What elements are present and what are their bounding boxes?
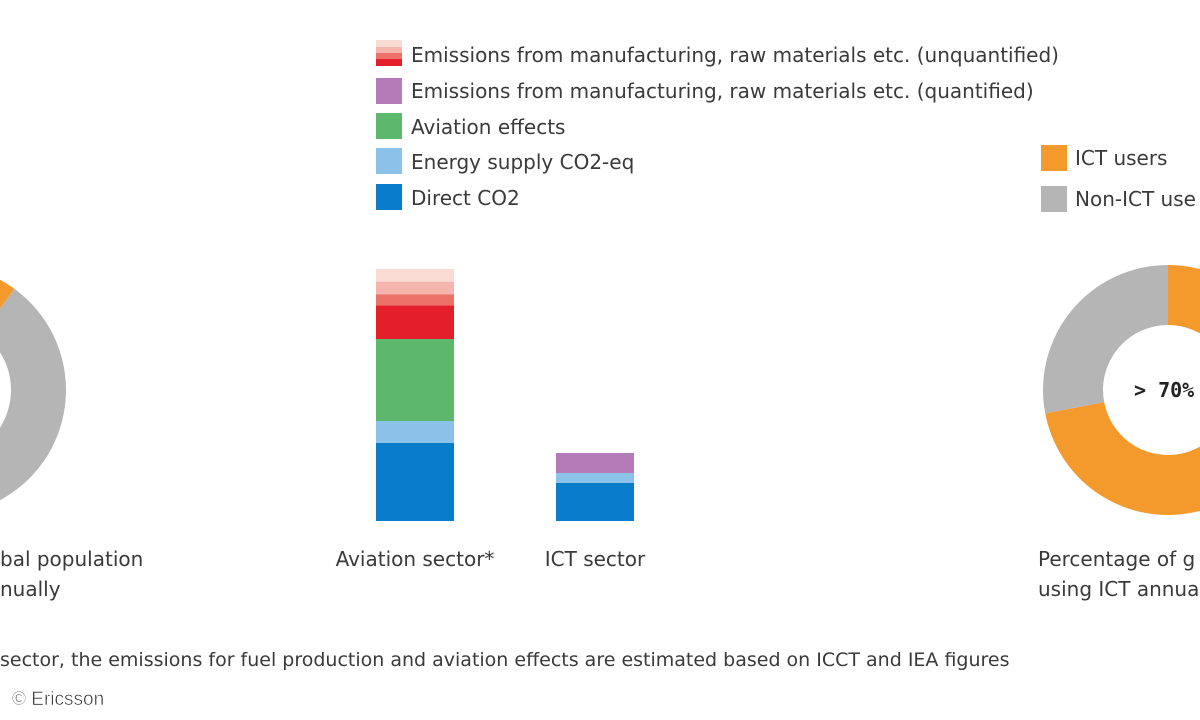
bar-segment <box>556 453 634 473</box>
bar-segment <box>556 473 634 483</box>
legend-item-energy-supply: Energy supply CO2-eq <box>376 148 634 174</box>
right-caption-line-1: Percentage of g <box>1038 547 1195 571</box>
bar-segment <box>376 294 454 306</box>
legend-swatch-energy-supply <box>376 148 402 174</box>
donut-center-label: > 70% <box>1134 378 1194 402</box>
legend-label-energy-supply: Energy supply CO2-eq <box>411 150 634 174</box>
legend-label-unquantified: Emissions from manufacturing, raw materi… <box>411 43 1059 67</box>
stacked-bar-chart <box>376 269 634 521</box>
legend-swatch-unquantified-mid <box>376 53 402 59</box>
legend-item-direct-co2: Direct CO2 <box>376 184 520 210</box>
legend-label-non-ict-users: Non-ICT use <box>1075 187 1196 211</box>
bar-segment <box>376 443 454 521</box>
legend-swatch-non-ict-users <box>1041 186 1067 212</box>
legend-item-aviation-effects: Aviation effects <box>376 113 565 139</box>
legend-swatch-aviation-effects <box>376 113 402 139</box>
legend-swatch-direct-co2 <box>376 184 402 210</box>
legend-swatch-ict-users <box>1041 145 1067 171</box>
left-caption-line-1: bal population <box>0 547 143 571</box>
copyright-credit: © Ericsson <box>12 689 104 710</box>
bar-segment <box>376 421 454 443</box>
donut-ict-users <box>1043 265 1200 515</box>
footnote: sector, the emissions for fuel productio… <box>0 649 1010 671</box>
legend-swatch-quantified <box>376 78 402 104</box>
category-label-aviation: Aviation sector* <box>336 547 495 571</box>
legend-label-aviation-effects: Aviation effects <box>411 115 565 139</box>
legend-label-quantified: Emissions from manufacturing, raw materi… <box>411 79 1034 103</box>
donut-legend: ICT users Non-ICT use <box>1041 145 1196 212</box>
bar-segment <box>556 483 634 521</box>
legend-item-quantified: Emissions from manufacturing, raw materi… <box>376 78 1034 104</box>
donut-slice <box>0 279 15 309</box>
right-caption-line-2: using ICT annua <box>1038 577 1199 601</box>
donut-slice <box>0 288 66 501</box>
legend-label-ict-users: ICT users <box>1075 146 1167 170</box>
donut-slice <box>1045 265 1200 515</box>
donut-global-population <box>0 279 66 501</box>
left-caption-line-2: nually <box>0 577 61 601</box>
legend-swatch-unquantified-light <box>376 47 402 53</box>
legend-item-unquantified: Emissions from manufacturing, raw materi… <box>376 40 1059 67</box>
bar-segment <box>376 339 454 421</box>
bar-segment <box>376 269 454 282</box>
category-label-ict: ICT sector <box>545 547 646 571</box>
bar-legend: Emissions from manufacturing, raw materi… <box>376 40 1059 210</box>
legend-swatch-unquantified-dark <box>376 59 402 66</box>
legend-label-direct-co2: Direct CO2 <box>411 186 520 210</box>
bar-segment <box>376 305 454 339</box>
donut-slice <box>1043 265 1168 414</box>
bar-segment <box>376 281 454 295</box>
legend-swatch-unquantified-pale <box>376 40 402 47</box>
